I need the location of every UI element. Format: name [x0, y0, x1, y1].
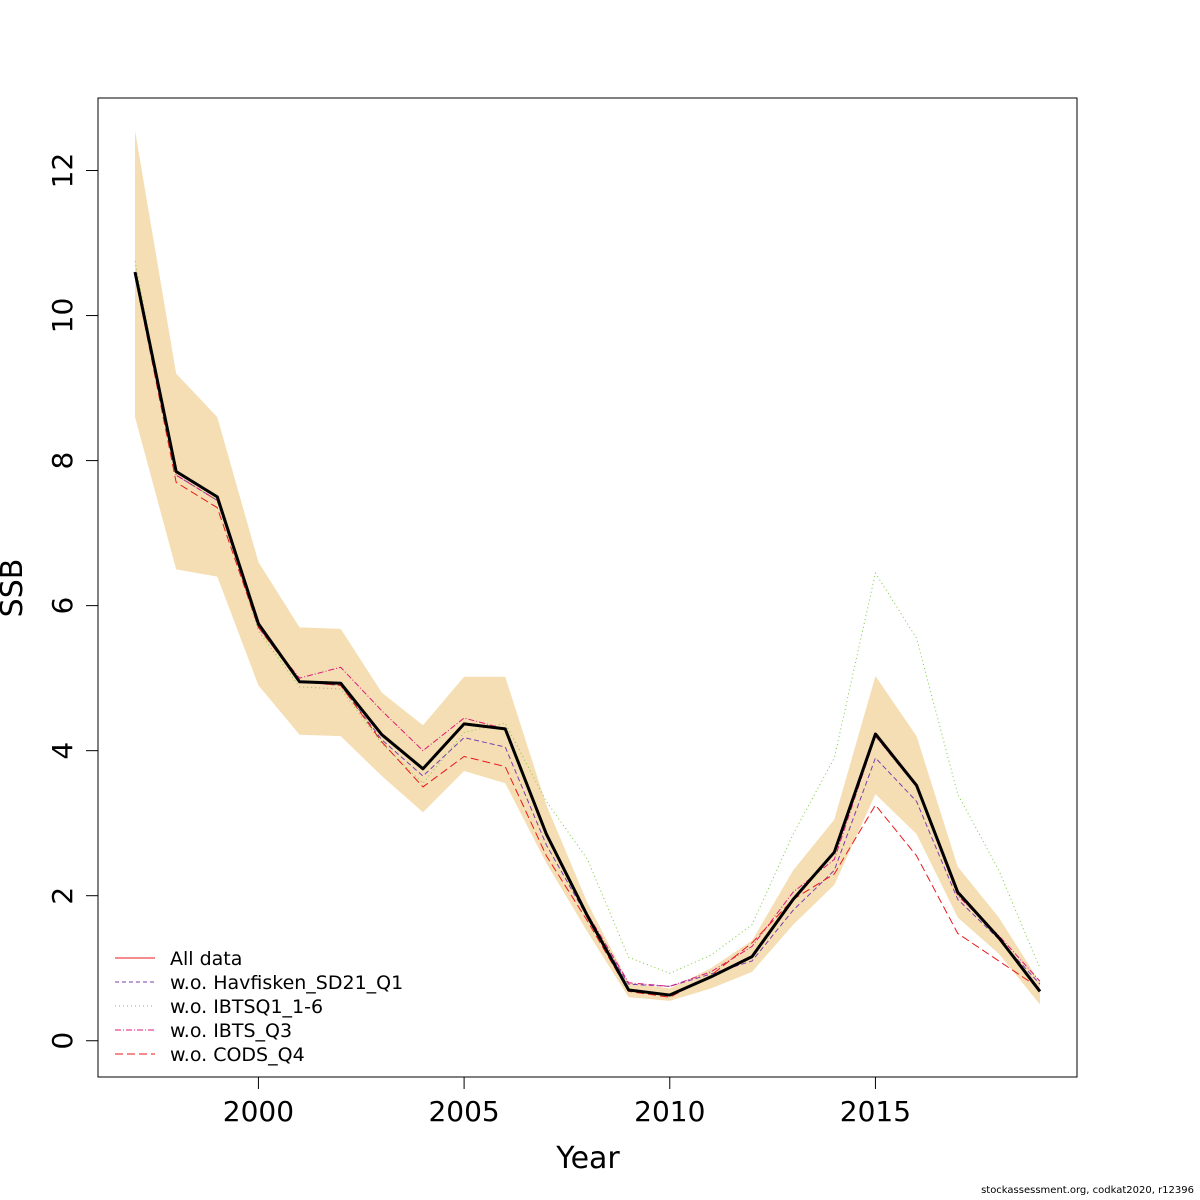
y-tick-label: 8	[46, 452, 79, 470]
y-axis-label: SSB	[0, 559, 30, 618]
y-axis: 0 2 4 6 8 10 12	[46, 153, 99, 1050]
y-tick-label: 12	[46, 153, 79, 189]
confidence-band	[135, 130, 1040, 1005]
x-axis-label: Year	[555, 1141, 620, 1176]
y-tick-label: 2	[46, 887, 79, 905]
footer-credit: stockassessment.org, codkat2020, r12396	[981, 1185, 1194, 1196]
legend-label: w.o. Havfisken_SD21_Q1	[170, 972, 403, 994]
x-tick-label: 2000	[223, 1095, 294, 1128]
legend-label: w.o. IBTS_Q3	[170, 1020, 292, 1042]
x-tick-label: 2005	[428, 1095, 499, 1128]
series-line-0	[133, 271, 1042, 997]
y-tick-label: 6	[46, 597, 79, 615]
legend-label: All data	[170, 948, 242, 970]
x-tick-label: 2010	[634, 1095, 705, 1128]
x-tick-label: 2015	[840, 1095, 911, 1128]
y-tick-label: 0	[46, 1032, 79, 1050]
series-line-4	[134, 275, 1041, 998]
series-layer	[133, 261, 1042, 998]
y-tick-label: 10	[46, 298, 79, 334]
confidence-band-layer	[135, 130, 1040, 1005]
y-tick-label: 4	[46, 742, 79, 760]
x-axis: 2000 2005 2010 2015	[223, 1076, 911, 1128]
legend-label: w.o. CODS_Q4	[170, 1044, 305, 1066]
legend-label: w.o. IBTSQ1_1-6	[170, 996, 323, 1018]
